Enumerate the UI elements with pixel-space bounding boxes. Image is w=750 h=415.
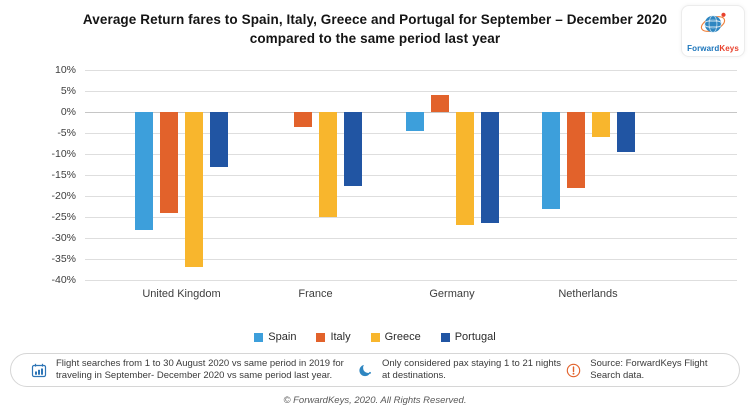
bar-portugal-united-kingdom — [210, 112, 228, 167]
x-axis-category-label: United Kingdom — [142, 288, 221, 300]
note-nights: Only considered pax staying 1 to 21 nigh… — [358, 358, 566, 383]
bar-spain-united-kingdom — [135, 112, 153, 230]
bar-italy-netherlands — [566, 112, 585, 188]
y-axis-tick-label: 0% — [60, 106, 76, 118]
footer-notes-bar: Flight searches from 1 to 30 August 2020… — [10, 353, 740, 387]
y-axis-tick-label: 5% — [60, 85, 76, 97]
bar-italy-germany — [430, 95, 449, 112]
gridline--5 — [85, 133, 737, 134]
legend-label: Greece — [384, 331, 421, 343]
y-axis-tick-label: -30% — [51, 232, 76, 244]
gridline--30 — [85, 238, 737, 239]
y-axis-tick-label: -20% — [51, 190, 76, 202]
y-axis-tick-label: -35% — [51, 253, 76, 265]
legend-swatch — [440, 332, 450, 342]
gridline-10 — [85, 70, 737, 71]
y-axis-tick-label: -25% — [51, 211, 76, 223]
copyright-line: © ForwardKeys, 2020. All Rights Reserved… — [283, 395, 467, 406]
bar-greece-germany — [455, 112, 474, 226]
bar-spain-netherlands — [541, 112, 560, 209]
bar-portugal-france — [344, 112, 362, 186]
chart-legend: Spain Italy Greece Portugal — [0, 331, 750, 343]
bar-spain-germany — [405, 112, 424, 131]
y-axis-tick-label: 10% — [54, 64, 76, 76]
calendar-chart-icon — [31, 363, 47, 378]
forwardkeys-logo: ForwardKeys — [681, 5, 745, 57]
note-text: Only considered pax staying 1 to 21 nigh… — [382, 357, 562, 381]
chart-title: Average Return fares to Spain, Italy, Gr… — [82, 12, 668, 46]
y-axis-tick-label: -15% — [51, 169, 76, 181]
bar-italy-united-kingdom — [160, 112, 178, 213]
x-axis-category-label: France — [298, 288, 333, 300]
bar-greece-france — [319, 112, 337, 217]
gridline--25 — [85, 217, 737, 218]
alert-icon — [566, 363, 581, 378]
gridline--15 — [85, 175, 737, 176]
legend-label: Portugal — [454, 331, 496, 343]
legend-swatch — [316, 332, 326, 342]
x-axis-category-label: Germany — [429, 288, 475, 300]
legend-item-spain: Spain — [254, 331, 296, 343]
gridline--10 — [85, 154, 737, 155]
logo-wordmark: ForwardKeys — [687, 44, 739, 53]
legend-label: Spain — [268, 331, 297, 343]
moon-icon — [358, 362, 373, 378]
legend-item-portugal: Portugal — [440, 331, 496, 343]
logo-text-forward: Forward — [687, 43, 720, 53]
globe-orbit-icon — [699, 10, 727, 43]
bar-italy-france — [294, 112, 312, 127]
gridline--20 — [85, 196, 737, 197]
bar-greece-united-kingdom — [185, 112, 203, 268]
note-text: Flight searches from 1 to 30 August 2020… — [56, 357, 344, 381]
y-axis-tick-label: -40% — [51, 274, 76, 286]
legend-label: Italy — [330, 331, 351, 343]
logo-text-keys: Keys — [719, 43, 739, 53]
note-source: Source: ForwardKeys Flight Search data. — [566, 358, 719, 383]
gridline--35 — [85, 259, 737, 260]
bar-portugal-netherlands — [616, 112, 635, 152]
gridline-5 — [85, 91, 737, 92]
bar-greece-netherlands — [591, 112, 610, 138]
legend-swatch — [254, 332, 264, 342]
legend-item-italy: Italy — [316, 331, 351, 343]
y-axis-tick-label: -5% — [57, 127, 76, 139]
bar-portugal-germany — [480, 112, 499, 224]
y-axis-tick-label: -10% — [51, 148, 76, 160]
legend-swatch — [370, 332, 380, 342]
note-text: Source: ForwardKeys Flight Search data. — [590, 357, 708, 381]
gridline--40 — [85, 280, 737, 281]
legend-item-greece: Greece — [370, 331, 421, 343]
note-flight-searches: Flight searches from 1 to 30 August 2020… — [31, 358, 358, 383]
x-axis-category-label: Netherlands — [558, 288, 618, 300]
